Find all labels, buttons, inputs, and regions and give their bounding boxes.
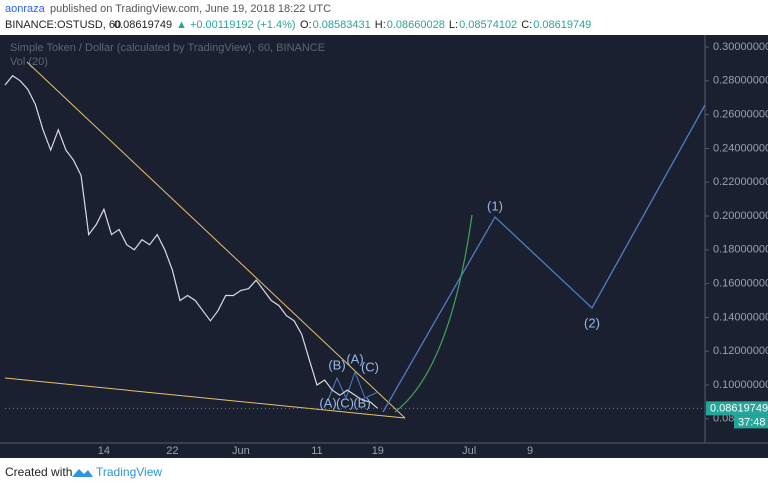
y-tick-label: 0.22000000 <box>713 176 768 188</box>
x-tick-label: 19 <box>372 445 384 457</box>
y-tick-label: 0.10000000 <box>713 379 768 391</box>
countdown-box <box>734 415 768 429</box>
x-tick-label: Jun <box>232 445 250 457</box>
curve <box>394 214 473 413</box>
ohlc-value: 0.08583431 <box>313 19 371 31</box>
y-tick-label: 0.16000000 <box>713 278 768 290</box>
trendline <box>4 377 406 419</box>
wave-label: (B) <box>353 395 370 410</box>
created-with: Created with <box>5 465 72 479</box>
wave-label: (C) <box>336 395 354 410</box>
countdown: 37:48 <box>738 416 766 428</box>
wave <box>327 370 379 401</box>
logo[interactable] <box>72 469 93 477</box>
price-label: 0.08619749 <box>710 402 768 414</box>
wave-label: (1) <box>487 198 503 213</box>
x-tick-label: 9 <box>527 445 533 457</box>
trendline <box>26 61 406 419</box>
chart-bg <box>0 35 768 458</box>
y-tick-label: 0.12000000 <box>713 345 768 357</box>
price-box <box>706 401 768 416</box>
y-tick-label: 0.28000000 <box>713 75 768 87</box>
wave-projection <box>382 104 706 413</box>
ohlc-label: L: <box>449 19 458 31</box>
ohlc-value: 0.08574102 <box>459 19 517 31</box>
published: published on TradingView.com, June 19, 2… <box>50 3 331 15</box>
x-tick-label: Jul <box>462 445 476 457</box>
wave-label: (A) <box>346 351 363 366</box>
wave-label: (2) <box>584 315 600 330</box>
price: 0.08619749 <box>114 19 172 31</box>
x-tick-label: 22 <box>166 445 178 457</box>
author[interactable]: aonraza <box>5 3 46 15</box>
brand[interactable]: TradingView <box>96 465 162 479</box>
ohlc-label: O: <box>300 19 312 31</box>
wave-label: (C) <box>361 359 379 374</box>
wave-label: (B) <box>328 357 345 372</box>
y-tick-label: 0.20000000 <box>713 210 768 222</box>
price-line <box>4 74 379 409</box>
x-tick-label: 11 <box>311 445 322 457</box>
chart-subtitle: Vol (20) <box>10 56 48 68</box>
symbol: BINANCE:OSTUSD, 60 <box>5 19 121 31</box>
y-tick-label: 0.26000000 <box>713 109 768 121</box>
change: ▲ +0.00119192 (+1.4%) <box>176 19 296 31</box>
y-tick-label: 0.24000000 <box>713 142 768 154</box>
ohlc-label: H: <box>375 19 386 31</box>
ohlc-value: 0.08660028 <box>387 19 445 31</box>
x-tick-label: 14 <box>98 445 110 457</box>
ohlc-label: C: <box>521 19 532 31</box>
wave-label: (A) <box>319 395 336 410</box>
y-tick-label: 0.30000000 <box>713 41 768 53</box>
ohlc-value: 0.08619749 <box>533 19 591 31</box>
y-tick-label: 0.14000000 <box>713 311 768 323</box>
chart-title: Simple Token / Dollar (calculated by Tra… <box>10 42 325 54</box>
y-tick-label: 0.18000000 <box>713 244 768 256</box>
